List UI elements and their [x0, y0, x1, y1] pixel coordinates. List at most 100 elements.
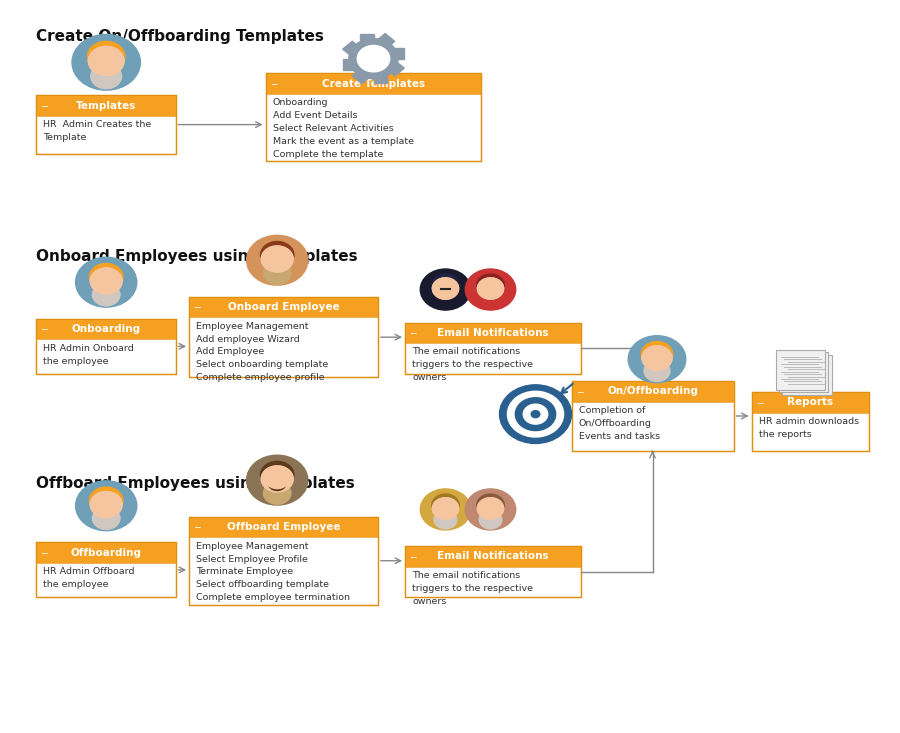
Bar: [36, 95, 176, 116]
Circle shape: [366, 53, 381, 65]
Text: The email notifications
triggers to the respective
owners: The email notifications triggers to the …: [412, 571, 533, 605]
Circle shape: [508, 391, 563, 437]
Circle shape: [89, 263, 123, 291]
Circle shape: [87, 41, 125, 72]
Circle shape: [266, 469, 289, 489]
Text: −: −: [756, 398, 763, 407]
Bar: [405, 323, 580, 374]
Bar: [36, 542, 176, 563]
Circle shape: [432, 498, 459, 519]
Circle shape: [261, 466, 293, 492]
Bar: [189, 297, 378, 317]
Text: Onboarding: Onboarding: [71, 324, 140, 334]
Circle shape: [644, 361, 670, 381]
Polygon shape: [352, 70, 370, 84]
Text: Employee Management
Select Employee Profile
Terminate Employee
Select offboardin: Employee Management Select Employee Prof…: [196, 542, 350, 602]
Circle shape: [247, 235, 308, 285]
Polygon shape: [374, 74, 387, 83]
Polygon shape: [387, 62, 404, 76]
Text: Offboarding: Offboarding: [70, 548, 141, 558]
Bar: [189, 297, 378, 377]
Text: HR admin downloads
the reports: HR admin downloads the reports: [759, 417, 859, 439]
Bar: [405, 546, 580, 567]
Circle shape: [500, 385, 572, 443]
Circle shape: [91, 64, 122, 89]
Bar: [36, 542, 176, 597]
Text: −: −: [576, 387, 583, 396]
Circle shape: [72, 34, 140, 90]
Text: Email Notifications: Email Notifications: [436, 551, 549, 561]
Circle shape: [260, 241, 294, 269]
Circle shape: [477, 498, 504, 519]
Circle shape: [76, 481, 137, 531]
Circle shape: [432, 278, 459, 299]
Polygon shape: [344, 59, 355, 70]
Bar: [36, 319, 176, 374]
Text: −: −: [40, 548, 48, 557]
Circle shape: [268, 476, 286, 490]
Text: −: −: [270, 79, 277, 88]
Bar: [189, 517, 378, 537]
Circle shape: [465, 269, 516, 310]
Polygon shape: [343, 41, 360, 56]
Circle shape: [432, 274, 459, 297]
Circle shape: [88, 46, 124, 75]
Circle shape: [628, 336, 686, 383]
Text: Templates: Templates: [76, 100, 136, 111]
Circle shape: [523, 404, 548, 424]
Circle shape: [88, 46, 124, 75]
Bar: [782, 355, 832, 395]
Circle shape: [531, 410, 540, 418]
Circle shape: [264, 482, 291, 504]
Text: Email Notifications: Email Notifications: [436, 328, 549, 338]
Circle shape: [477, 274, 504, 297]
Text: Onboard Employees using  Templates: Onboard Employees using Templates: [36, 249, 357, 264]
Text: −: −: [40, 325, 48, 334]
Circle shape: [261, 466, 293, 492]
Bar: [572, 381, 734, 451]
Text: −: −: [40, 101, 48, 110]
Circle shape: [516, 398, 555, 430]
Circle shape: [477, 278, 504, 299]
Circle shape: [432, 498, 459, 519]
Text: −: −: [194, 303, 201, 312]
Circle shape: [264, 262, 291, 284]
Bar: [189, 517, 378, 605]
Circle shape: [642, 346, 672, 370]
Circle shape: [349, 39, 398, 78]
Circle shape: [420, 269, 471, 310]
Text: HR Admin Onboard
the employee: HR Admin Onboard the employee: [43, 344, 134, 366]
Circle shape: [93, 284, 120, 306]
Bar: [36, 95, 176, 154]
Bar: [752, 392, 868, 413]
Circle shape: [247, 455, 308, 505]
Circle shape: [261, 246, 293, 272]
Text: −: −: [410, 552, 417, 561]
Circle shape: [76, 257, 137, 307]
Circle shape: [432, 278, 459, 299]
Text: Reports: Reports: [787, 397, 833, 408]
Text: The email notifications
triggers to the respective
owners: The email notifications triggers to the …: [412, 347, 533, 382]
Bar: [266, 73, 482, 94]
Text: HR Admin Offboard
the employee: HR Admin Offboard the employee: [43, 567, 135, 589]
Text: −: −: [194, 523, 201, 531]
Polygon shape: [360, 34, 373, 43]
Bar: [405, 546, 580, 597]
Text: Onboard Employee: Onboard Employee: [228, 302, 339, 312]
Bar: [778, 352, 828, 392]
Circle shape: [261, 246, 293, 272]
Circle shape: [89, 487, 123, 515]
Text: Create Templates: Create Templates: [322, 78, 425, 89]
Text: −: −: [410, 328, 417, 337]
Circle shape: [465, 489, 516, 530]
Polygon shape: [392, 48, 403, 59]
Text: On/Offboarding: On/Offboarding: [608, 386, 698, 397]
Text: Onboarding
Add Event Details
Select Relevant Activities
Mark the event as a temp: Onboarding Add Event Details Select Rele…: [273, 98, 414, 158]
Circle shape: [90, 492, 122, 517]
Circle shape: [260, 461, 294, 489]
Circle shape: [420, 489, 471, 530]
Text: Completion of
On/Offboarding
Events and tasks: Completion of On/Offboarding Events and …: [579, 406, 660, 441]
Bar: [752, 392, 868, 451]
Circle shape: [642, 342, 672, 367]
Circle shape: [479, 510, 502, 529]
